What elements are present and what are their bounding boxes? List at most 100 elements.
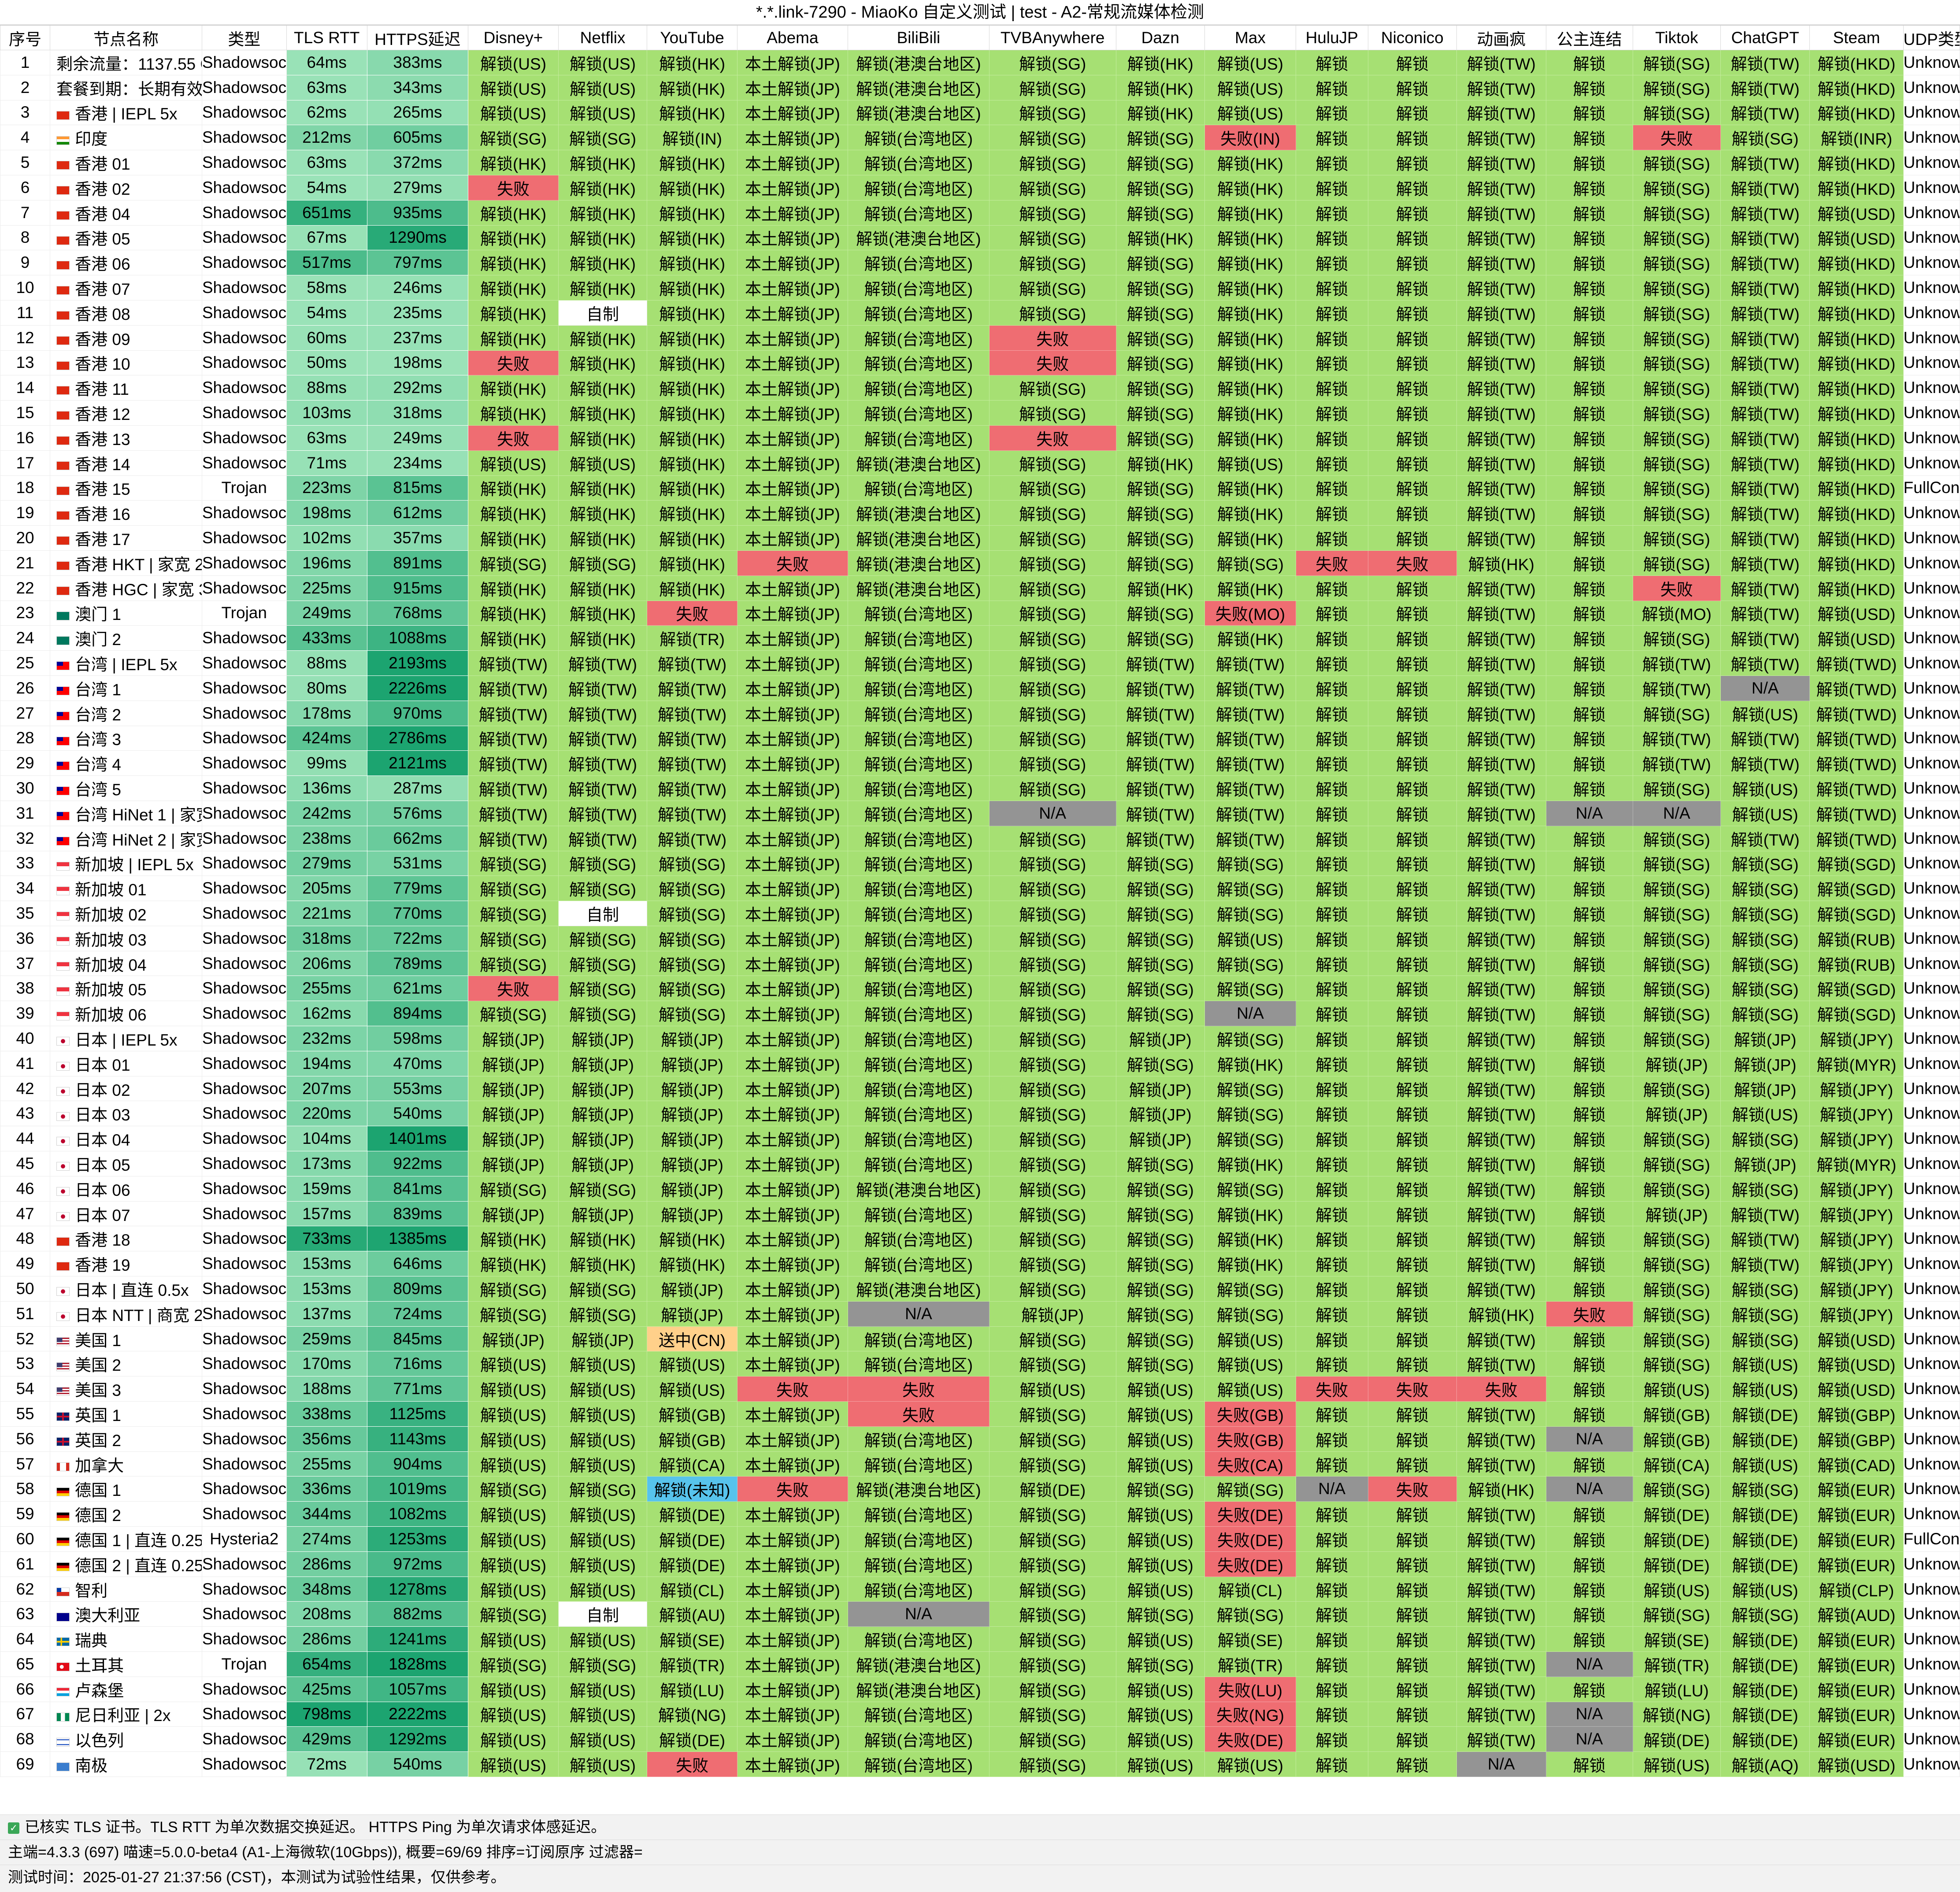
table-row[interactable]: 66卢森堡Shadowsocks425ms1057ms解锁(US)解锁(US)解…: [0, 1676, 1960, 1702]
node-name-cell: 印度: [50, 125, 202, 151]
table-row[interactable]: 6香港 02Shadowsocks54ms279ms失败解锁(HK)解锁(HK)…: [0, 174, 1960, 200]
unlock-status: 解锁: [1367, 1601, 1457, 1627]
column-header[interactable]: Tiktok: [1632, 25, 1721, 50]
table-row[interactable]: 2套餐到期：长期有效Shadowsocks63ms343ms解锁(US)解锁(U…: [0, 74, 1960, 100]
column-header[interactable]: 类型: [201, 25, 287, 50]
table-row[interactable]: 68以色列Shadowsocks429ms1292ms解锁(US)解锁(US)解…: [0, 1726, 1960, 1752]
column-header[interactable]: 序号: [0, 25, 51, 50]
table-row[interactable]: 65 土耳其 Trojan 654ms 1828ms 解锁(SG) 解锁(SG) 解锁(TR)…: [0, 1651, 1960, 1677]
table-row[interactable]: 3香港 | IEPL 5xShadowsocks62ms265ms解锁(US)解…: [0, 100, 1960, 126]
column-header[interactable]: 动画疯: [1456, 25, 1546, 50]
table-row[interactable]: 62智利Shadowsocks348ms1278ms解锁(US)解锁(US)解锁…: [0, 1576, 1960, 1602]
column-header[interactable]: Niconico: [1367, 25, 1457, 50]
flag-de-icon: [56, 1537, 70, 1547]
column-header[interactable]: 节点名称: [50, 25, 202, 50]
column-header[interactable]: HuluJP: [1295, 25, 1368, 50]
table-row[interactable]: 64瑞典Shadowsocks286ms1241ms解锁(US)解锁(US)解锁…: [0, 1626, 1960, 1652]
column-header[interactable]: 公主连结: [1545, 25, 1633, 50]
column-header[interactable]: Netflix: [558, 25, 648, 50]
table-row[interactable]: 8香港 05Shadowsocks67ms1290ms解锁(HK)解锁(HK)解…: [0, 225, 1960, 251]
table-row[interactable]: 57加拿大Shadowsocks255ms904ms解锁(US)解锁(US)解锁…: [0, 1451, 1960, 1477]
column-header[interactable]: Abema: [737, 25, 848, 50]
table-row[interactable]: 18 香港 15 Trojan 223ms 815ms 解锁(HK) 解锁(HK) 解锁(HK…: [0, 475, 1960, 501]
table-row[interactable]: 5香港 01Shadowsocks63ms372ms解锁(HK)解锁(HK)解锁…: [0, 150, 1960, 175]
column-header[interactable]: UDP类型: [1903, 25, 1960, 50]
node-name-cell: 香港 16: [50, 500, 202, 526]
column-header[interactable]: Steam: [1809, 25, 1904, 50]
table-row[interactable]: 23 澳门 1 Trojan 249ms 768ms 解锁(HK) 解锁(HK) 失败 本土解锁…: [0, 600, 1960, 626]
column-header[interactable]: HTTPS延迟: [367, 25, 469, 50]
column-header[interactable]: TVBAnywhere: [989, 25, 1116, 50]
table-row[interactable]: 9香港 06Shadowsocks517ms797ms解锁(HK)解锁(HK)解…: [0, 250, 1960, 276]
column-header[interactable]: BiliBili: [847, 25, 989, 50]
column-header[interactable]: YouTube: [647, 25, 737, 50]
table-row[interactable]: 69南极Shadowsocks72ms540ms解锁(US)解锁(US)失败本土…: [0, 1751, 1960, 1777]
unlock-status: N/A: [1545, 1426, 1633, 1452]
table-row[interactable]: 63澳大利亚Shadowsocks208ms882ms解锁(SG)自制解锁(AU…: [0, 1601, 1960, 1627]
column-header[interactable]: ChatGPT: [1720, 25, 1810, 50]
column-header[interactable]: Max: [1204, 25, 1296, 50]
flag-sg-icon: [56, 887, 70, 896]
unlock-status: 解锁(HK): [468, 500, 559, 526]
table-row[interactable]: 4印度Shadowsocks212ms605ms解锁(SG)解锁(SG)解锁(I…: [0, 125, 1960, 151]
column-header[interactable]: TLS RTT: [286, 25, 367, 50]
unlock-status: 解锁(JP): [647, 1050, 737, 1076]
unlock-status: 失败(MO): [1204, 600, 1296, 626]
column-header[interactable]: Dazn: [1115, 25, 1205, 50]
tls-rtt: 344ms: [286, 1501, 367, 1527]
table-row[interactable]: 60 德国 1 | 直连 0.25x Hysteria2 274ms 1253ms 解锁(…: [0, 1526, 1960, 1552]
column-header[interactable]: Disney+: [468, 25, 559, 50]
table-row[interactable]: 7香港 04Shadowsocks651ms935ms解锁(HK)解锁(HK)解…: [0, 200, 1960, 226]
